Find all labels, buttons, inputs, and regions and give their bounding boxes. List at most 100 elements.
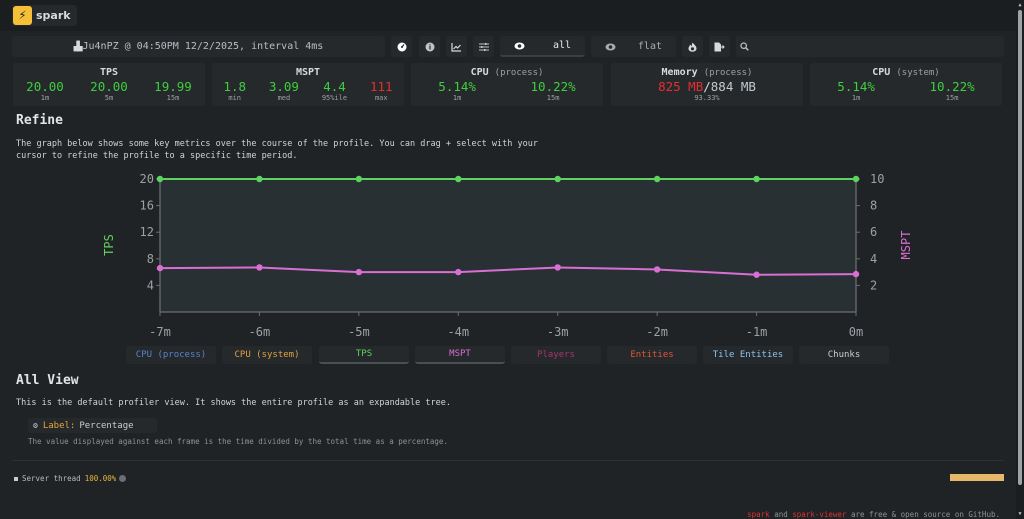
spark-viewer-link[interactable]: spark-viewer — [792, 510, 847, 519]
mspt-min-value: 1.8 — [223, 79, 246, 94]
help-icon[interactable] — [119, 475, 127, 482]
view-flat-button[interactable]: flat — [591, 36, 676, 57]
legend-toggle-mspt[interactable]: MSPT — [415, 346, 505, 364]
data-point — [355, 268, 363, 276]
memory-widget: Memory (process) 825 MB/884 MB 93.33% — [611, 63, 803, 106]
spark-logo[interactable]: ⚡ spark — [12, 5, 77, 26]
series-line-mspt — [159, 266, 857, 276]
y-tick-left: 16 — [140, 199, 154, 213]
thread-name: Server thread — [22, 474, 81, 483]
tps-15m-value: 19.99 — [154, 79, 192, 94]
divider — [12, 460, 1004, 461]
search-icon — [740, 42, 749, 51]
y-tick-left: 4 — [147, 278, 154, 292]
file-export-icon — [714, 42, 725, 51]
data-point — [554, 175, 561, 183]
y-tick-left: 20 — [140, 172, 154, 186]
tps-15m-label: 15m — [166, 94, 180, 102]
export-button[interactable] — [709, 36, 730, 57]
profile-info-text: Ju4nPZ @ 04:50PM 12/2/2025, interval 4ms — [82, 41, 324, 52]
y-axis-label-left: TPS — [102, 234, 116, 256]
view-all-button[interactable]: all — [500, 36, 585, 57]
legend-toggle-players[interactable]: Players — [511, 346, 601, 364]
tps-widget: TPS 20.00 1m 20.00 5m 19.99 15m — [13, 63, 205, 106]
data-point — [852, 270, 860, 278]
memory-used: 825 MB — [658, 79, 704, 94]
widget-title: CPU — [872, 67, 891, 78]
lightning-bolt-icon: ⚡ — [13, 6, 32, 25]
legend-toggle-cpu-system[interactable]: CPU (system) — [222, 346, 312, 364]
flame-graph-button[interactable] — [682, 36, 703, 57]
cpu-process-15m-label: 15m — [546, 94, 560, 102]
x-tick: -5m — [348, 325, 370, 339]
label-key: Label: — [42, 420, 76, 431]
view-all-label: all — [552, 40, 571, 51]
x-tick: -4m — [447, 325, 469, 339]
settings-button[interactable] — [473, 36, 494, 57]
mspt-min-label: min — [228, 94, 242, 102]
graph-toggle-button[interactable] — [446, 36, 467, 57]
top-header: ⚡ spark — [0, 0, 1016, 31]
mspt-med-value: 3.09 — [268, 79, 299, 94]
scroll-down-icon[interactable]: ▼ — [1018, 511, 1022, 517]
all-view-description: This is the default profiler view. It sh… — [16, 398, 451, 408]
legend-toggle-chunks[interactable]: Chunks — [799, 346, 889, 364]
mspt-95-label: 95%ile — [321, 94, 348, 102]
y-tick-left: 12 — [140, 225, 154, 239]
tps-1m-label: 1m — [40, 94, 50, 102]
widget-title: TPS — [99, 67, 119, 78]
label-value: Percentage — [79, 420, 134, 431]
scroll-up-icon[interactable]: ▲ — [1018, 2, 1022, 8]
data-point — [256, 264, 263, 271]
mspt-max-label: max — [374, 94, 388, 102]
data-point — [156, 264, 164, 272]
cpu-system-1m-label: 1m — [851, 94, 861, 102]
y-tick-right: 10 — [870, 172, 884, 186]
scrollbar[interactable]: ▲ ▼ — [1016, 0, 1024, 519]
app-name: spark — [36, 9, 71, 22]
thread-percent: 100.00% — [84, 474, 117, 483]
widgets-toggle-button[interactable] — [391, 36, 412, 57]
cpu-process-1m-value: 5.14% — [438, 79, 476, 94]
legend-toggle-tile-entities[interactable]: Tile Entities — [703, 346, 793, 364]
widget-title: Memory — [661, 67, 698, 78]
y-tick-right: 8 — [870, 199, 877, 213]
refine-heading: Refine — [16, 113, 63, 128]
cpu-system-15m-label: 15m — [945, 94, 959, 102]
info-button[interactable] — [419, 36, 440, 57]
label-mode-description: The value displayed against each frame i… — [28, 437, 448, 446]
expand-icon[interactable] — [14, 476, 18, 481]
y-tick-right: 2 — [870, 278, 877, 292]
scrollbar-thumb[interactable] — [1018, 10, 1022, 485]
mspt-95-value: 4.4 — [323, 79, 346, 94]
tree-node-server-thread[interactable]: Server thread 100.00% — [14, 474, 127, 483]
tps-1m-value: 20.00 — [26, 79, 64, 94]
cpu-system-1m-value: 5.14% — [837, 79, 875, 94]
x-tick: -1m — [746, 325, 768, 339]
cpu-process-widget: CPU (process) 5.14% 1m 10.22% 15m — [411, 63, 603, 106]
spark-link[interactable]: spark — [747, 510, 770, 519]
widget-subtitle: (process) — [703, 68, 753, 78]
data-point — [455, 268, 462, 276]
sliders-icon — [478, 42, 489, 51]
refine-description-line: The graph below shows some key metrics o… — [16, 139, 538, 149]
widget-subtitle: (process) — [494, 68, 544, 78]
footer: spark and spark-viewer are free & open s… — [747, 510, 1000, 519]
mspt-max-value: 111 — [369, 79, 393, 94]
memory-total: 884 MB — [710, 79, 756, 94]
search-input[interactable] — [736, 36, 1004, 57]
legend-toggle-entities[interactable]: Entities — [607, 346, 697, 364]
legend-toggle-tps[interactable]: TPS — [319, 346, 409, 364]
footer-text: are free & open source on GitHub. — [846, 510, 1000, 519]
legend-toggle-cpu-process[interactable]: CPU (process) — [126, 346, 216, 364]
data-point — [852, 175, 860, 183]
y-tick-right: 4 — [870, 252, 877, 266]
plot-area[interactable] — [160, 179, 856, 312]
data-point — [156, 175, 164, 183]
data-point — [455, 175, 462, 183]
cpu-process-15m-value: 10.22% — [530, 79, 576, 94]
label-mode-selector[interactable]: ⚙ Label: Percentage — [28, 418, 157, 433]
gauge-icon — [397, 42, 406, 51]
tps-5m-label: 5m — [104, 94, 114, 102]
